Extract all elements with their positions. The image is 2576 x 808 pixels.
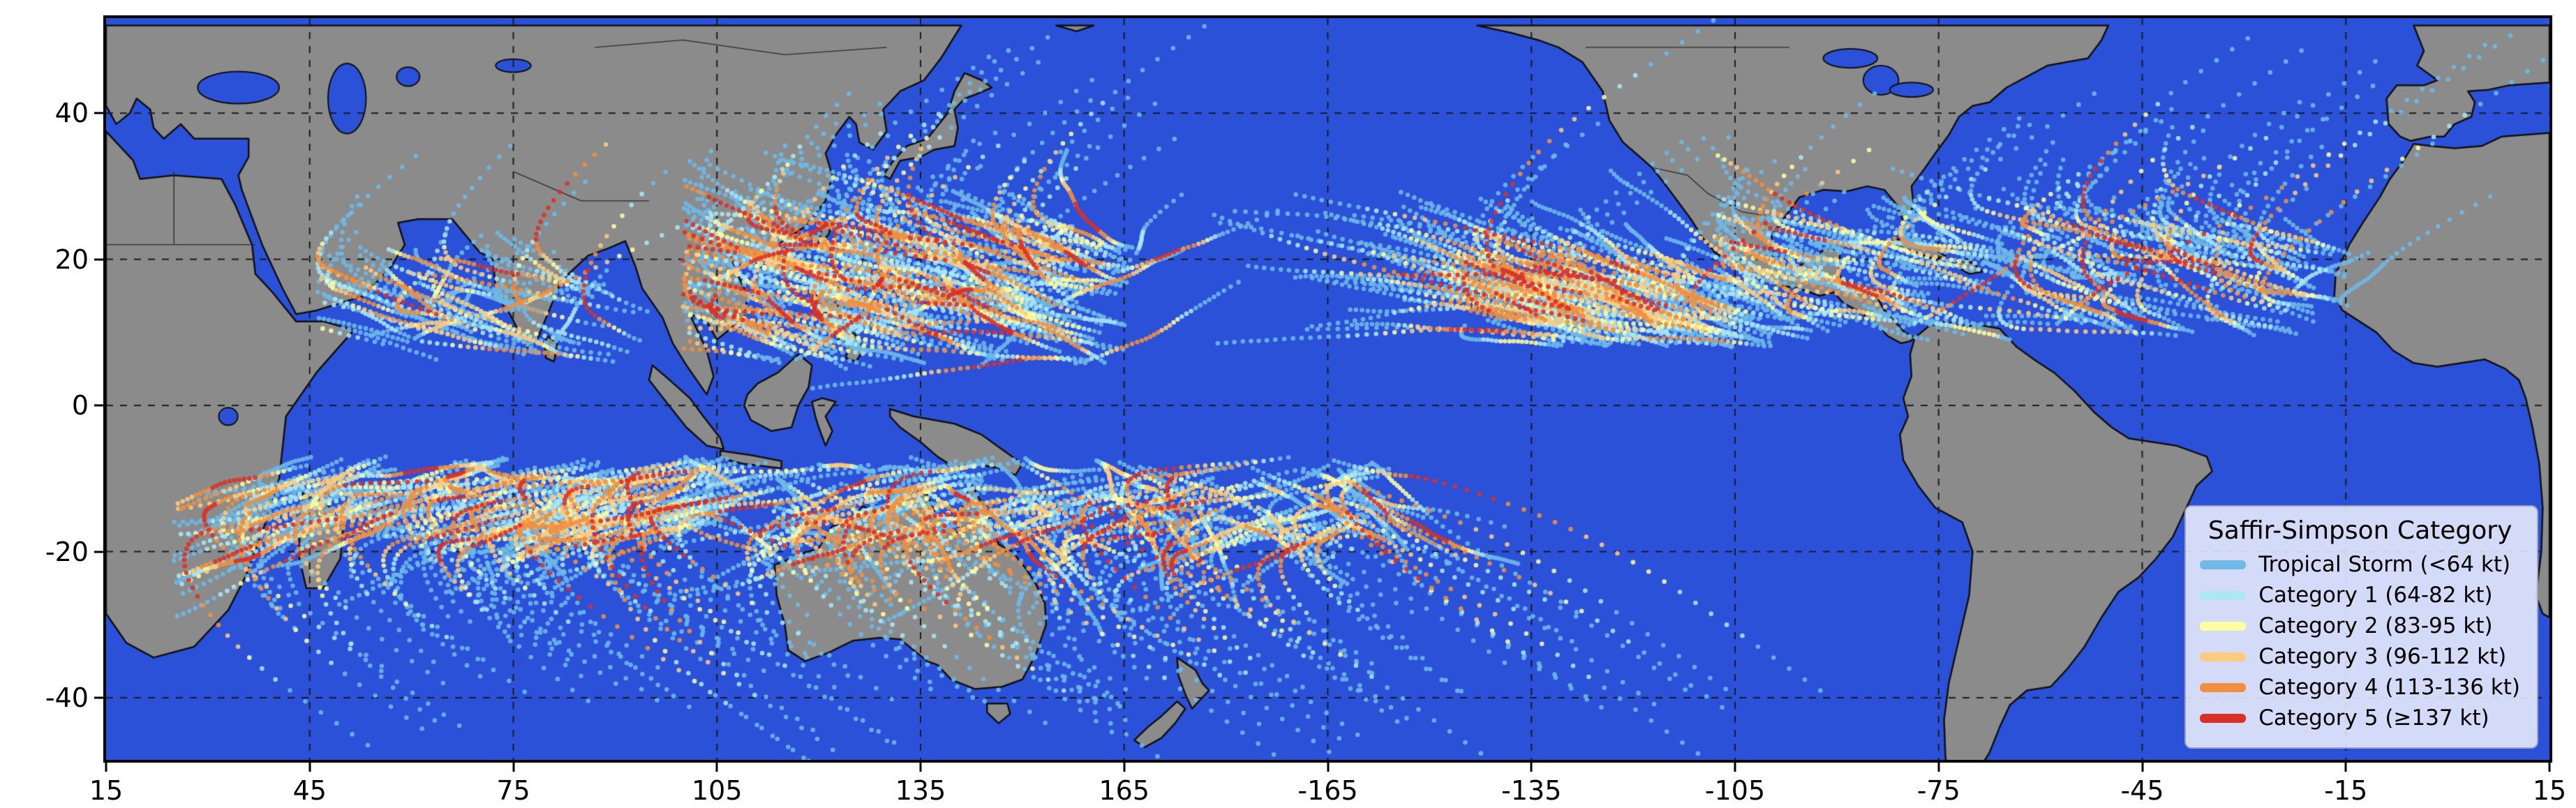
- legend-entry: Category 4 (113-136 kt): [2200, 675, 2520, 700]
- y-axis-tick-mark: [94, 404, 103, 407]
- y-axis-tick-mark: [94, 696, 103, 699]
- legend-swatch-category-2: [2200, 621, 2247, 631]
- x-axis-tick-mark: [2548, 763, 2551, 772]
- y-axis-tick-label: -20: [45, 536, 89, 567]
- x-axis-tick-mark: [715, 763, 718, 772]
- x-axis-tick-mark: [1530, 763, 1533, 772]
- x-axis-tick-label: 165: [1099, 775, 1150, 806]
- y-axis-tick-mark: [94, 551, 103, 553]
- x-axis-tick-label: -45: [2120, 775, 2164, 806]
- legend-swatch-tropical-storm: [2200, 560, 2247, 569]
- x-axis-tick-mark: [308, 763, 311, 772]
- y-axis-tick-label: 40: [54, 98, 89, 129]
- legend-label: Category 1 (64-82 kt): [2258, 583, 2493, 608]
- plot-area: Saffir-Simpson Category Tropical Storm (…: [103, 15, 2552, 763]
- legend-swatch-category-5: [2200, 713, 2247, 723]
- x-axis-tick-label: -135: [1501, 775, 1562, 806]
- legend-label: Category 5 (≥137 kt): [2258, 705, 2489, 731]
- map-canvas: [106, 18, 2549, 760]
- x-axis-tick-label: 135: [895, 775, 946, 806]
- x-axis-tick-mark: [2344, 763, 2347, 772]
- x-axis-tick-label: 45: [292, 775, 327, 806]
- legend-label: Category 4 (113-136 kt): [2258, 675, 2520, 700]
- legend-title: Saffir-Simpson Category: [2208, 516, 2512, 545]
- x-axis-tick-mark: [1937, 763, 1940, 772]
- legend-label: Category 2 (83-95 kt): [2258, 613, 2493, 638]
- x-axis-tick-mark: [512, 763, 514, 772]
- legend-entry: Tropical Storm (<64 kt): [2200, 552, 2520, 577]
- legend: Saffir-Simpson Category Tropical Storm (…: [2184, 505, 2538, 749]
- legend-label: Tropical Storm (<64 kt): [2258, 552, 2511, 577]
- y-axis-tick-label: 20: [54, 244, 89, 275]
- y-axis-tick-label: -40: [45, 682, 89, 713]
- x-axis-tick-label: 15: [2532, 775, 2567, 806]
- x-axis-tick-label: -15: [2324, 775, 2368, 806]
- x-axis-tick-label: 15: [89, 775, 124, 806]
- y-axis-tick-mark: [94, 112, 103, 114]
- x-axis-tick-mark: [1123, 763, 1126, 772]
- legend-entry: Category 3 (96-112 kt): [2200, 644, 2520, 669]
- y-axis-tick-label: 0: [71, 390, 89, 421]
- legend-swatch-category-3: [2200, 652, 2247, 661]
- legend-swatch-category-4: [2200, 682, 2247, 692]
- x-axis-tick-mark: [1734, 763, 1736, 772]
- x-axis-tick-mark: [2141, 763, 2143, 772]
- x-axis-tick-label: -165: [1297, 775, 1358, 806]
- x-axis-tick-label: 75: [496, 775, 530, 806]
- x-axis-tick-label: -75: [1916, 775, 1960, 806]
- legend-entry: Category 5 (≥137 kt): [2200, 705, 2520, 731]
- x-axis-tick-label: 105: [691, 775, 743, 806]
- y-axis-tick-mark: [94, 258, 103, 261]
- legend-entry: Category 1 (64-82 kt): [2200, 583, 2520, 608]
- x-axis-tick-mark: [105, 763, 107, 772]
- x-axis-tick-label: -105: [1704, 775, 1766, 806]
- legend-label: Category 3 (96-112 kt): [2258, 644, 2507, 669]
- x-axis-tick-mark: [1327, 763, 1329, 772]
- legend-swatch-category-1: [2200, 590, 2247, 600]
- legend-entry: Category 2 (83-95 kt): [2200, 613, 2520, 638]
- x-axis-tick-mark: [919, 763, 922, 772]
